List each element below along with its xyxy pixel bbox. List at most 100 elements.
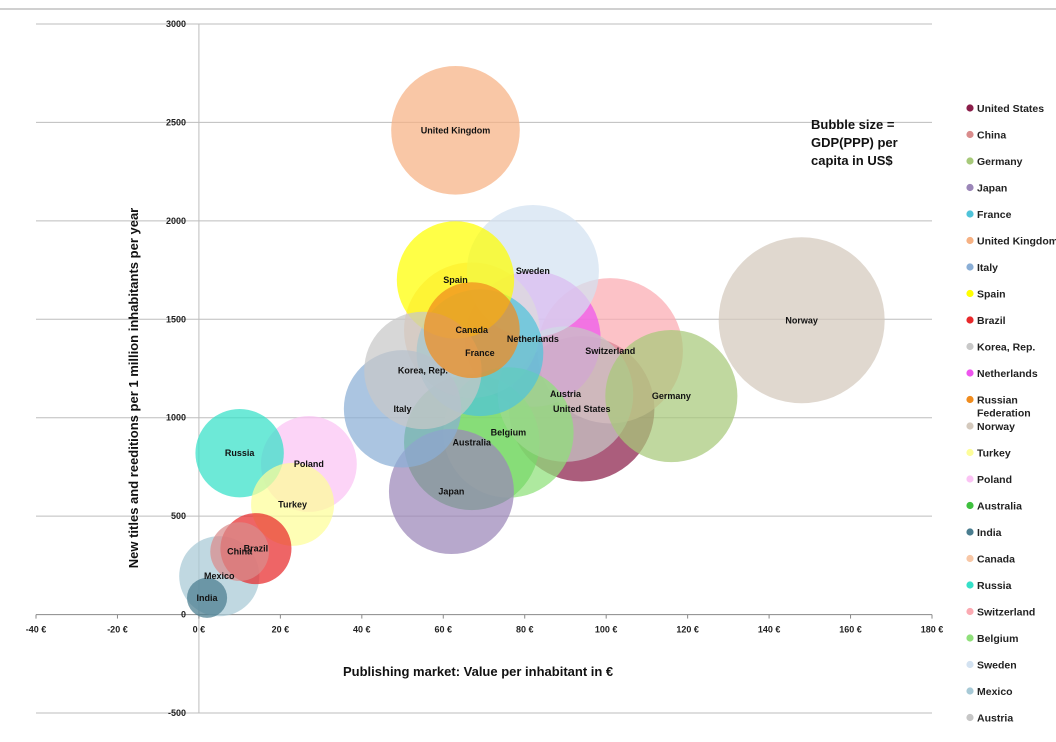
legend-marker [966, 130, 974, 139]
bubble-label: Brazil [244, 544, 269, 554]
bubble [391, 66, 520, 195]
legend-label: France [977, 209, 1012, 221]
bubble [718, 237, 885, 404]
legend-marker [966, 607, 974, 616]
size-note-line-2: GDP(PPP) per [811, 135, 898, 150]
legend-label: China [977, 130, 1006, 142]
bubble [423, 282, 520, 379]
x-tick-label: 120 € [676, 625, 699, 635]
legend-marker [966, 501, 974, 510]
size-note-line-1: Bubble size = [811, 117, 895, 132]
legend-marker [966, 395, 974, 404]
bubble [187, 577, 228, 618]
bubble-label: Switzerland [585, 346, 635, 356]
legend-label: Switzerland [977, 607, 1035, 619]
legend-label: United States [977, 103, 1044, 115]
bubble-label: Norway [785, 315, 818, 325]
legend: United States China Germany Japan France Unit… [966, 103, 1056, 725]
legend-label: Spain [977, 289, 1006, 301]
legend-marker [966, 554, 974, 563]
x-tick-label: 180 € [921, 625, 944, 635]
legend-marker [966, 263, 974, 271]
legend-marker [966, 342, 974, 351]
bubble-label: Sweden [516, 266, 550, 276]
legend-marker [966, 183, 974, 192]
legend-marker [966, 369, 974, 377]
legend-marker [966, 422, 974, 430]
x-tick-label: 0 € [193, 625, 206, 635]
bubble-label: Spain [443, 275, 468, 285]
legend-label: Mexico [977, 686, 1013, 698]
bubble-label: Germany [652, 391, 691, 401]
bubbles [179, 66, 885, 618]
legend-marker [966, 687, 974, 695]
size-note-line-3: capita in US$ [811, 153, 893, 168]
legend-label: Brazil [977, 315, 1006, 327]
legend-label: Italy [977, 262, 998, 274]
x-tick-label: 60 € [435, 625, 453, 635]
bubble-label: Canada [456, 325, 490, 335]
legend-label: Korea, Rep. [977, 342, 1035, 354]
bubble-label: Russia [225, 448, 256, 458]
bubble-label: Australia [453, 437, 493, 447]
legend-label: Federation [977, 408, 1031, 420]
legend-marker [966, 316, 974, 324]
legend-marker [966, 713, 974, 722]
legend-marker [966, 289, 974, 298]
legend-label: United Kingdom [977, 236, 1056, 248]
x-axis-title: Publishing market: Value per inhabitant … [343, 664, 613, 679]
legend-marker [966, 210, 974, 218]
bubble [195, 408, 284, 498]
bubble-label: Japan [438, 487, 464, 497]
bubble-label: Korea, Rep. [398, 365, 448, 375]
y-tick-label: 0 [181, 610, 186, 620]
legend-label: Sweden [977, 660, 1017, 672]
legend-label: Germany [977, 156, 1023, 168]
x-tick-label: 80 € [516, 625, 534, 635]
bubble-label: United Kingdom [421, 125, 491, 135]
x-tick-label: -20 € [107, 625, 128, 635]
y-tick-label: 2500 [166, 117, 186, 127]
size-note: Bubble size = GDP(PPP) per capita in US$ [811, 117, 898, 168]
bubble-label: India [197, 593, 219, 603]
bubble-label: Mexico [204, 571, 235, 581]
legend-label: Canada [977, 554, 1015, 566]
legend-label: Poland [977, 474, 1012, 486]
legend-label: Russian [977, 395, 1018, 407]
legend-marker [966, 157, 974, 165]
legend-label: Netherlands [977, 368, 1038, 380]
x-tick-label: 40 € [353, 625, 371, 635]
bubble-label: United States [553, 404, 611, 414]
x-tick-label: 140 € [758, 625, 781, 635]
bubble [605, 330, 738, 463]
legend-label: Russia [977, 580, 1012, 592]
legend-marker [966, 475, 974, 483]
bubble-labels: United States China Germany Japan France Unit… [197, 125, 818, 603]
x-tick-label: 160 € [839, 625, 862, 635]
bubble-label: Austria [550, 389, 582, 399]
legend-label: Austria [977, 713, 1013, 725]
legend-label: Norway [977, 421, 1015, 433]
bubble-label: Belgium [491, 427, 527, 437]
bubble-label: Netherlands [507, 334, 559, 344]
bubble-label: Turkey [278, 499, 307, 509]
bubble-label: China [227, 547, 253, 557]
axis-ticks: -500 0 500 1000 1500 2000 2500 3000 -40 € -20 € 0 … [26, 19, 944, 718]
legend-marker [966, 236, 974, 245]
bubble-label: Poland [294, 459, 324, 469]
y-tick-label: 1500 [166, 314, 186, 324]
y-tick-label: -500 [168, 708, 186, 718]
legend-marker [966, 660, 974, 669]
bubble [210, 522, 269, 581]
legend-marker [966, 634, 974, 642]
legend-label: India [977, 527, 1002, 539]
x-tick-label: 20 € [272, 625, 290, 635]
y-tick-label: 1000 [166, 413, 186, 423]
bubble-label: Italy [394, 404, 412, 414]
legend-label: Turkey [977, 448, 1011, 460]
y-tick-label: 500 [171, 511, 186, 521]
legend-label: Japan [977, 183, 1007, 195]
legend-label: Belgium [977, 633, 1018, 645]
legend-marker [966, 528, 974, 536]
